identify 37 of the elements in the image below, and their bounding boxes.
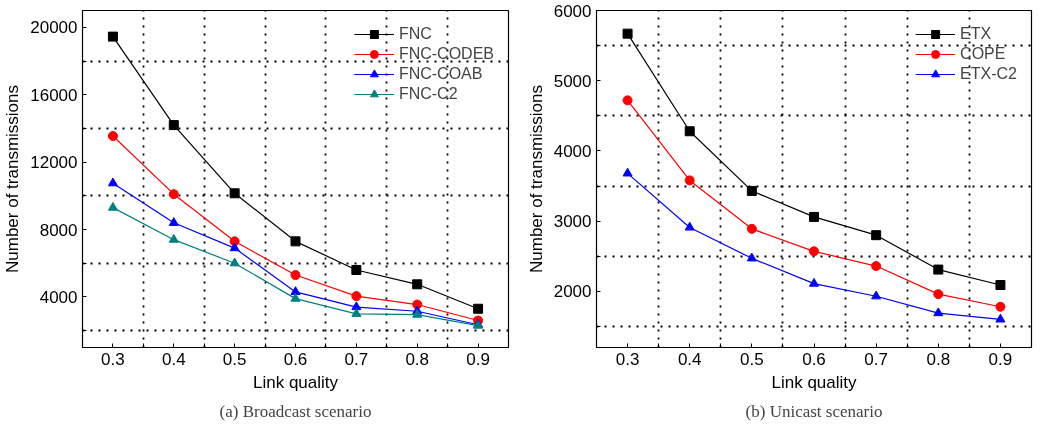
x-tick-label: 0.4: [161, 349, 186, 369]
x-tick-label: 0.6: [802, 349, 826, 369]
legend-label: FNC: [398, 25, 432, 43]
y-tick-label: 4000: [39, 287, 78, 307]
y-tick-label: 20000: [30, 18, 78, 38]
x-tick-label: 0.4: [677, 349, 702, 369]
x-tick-label: 0.9: [988, 349, 1013, 369]
legend-label: ETX: [960, 25, 992, 43]
x-tick-label: 0.9: [466, 349, 490, 369]
legend-label: FNC-C2: [398, 85, 458, 103]
legend-label: FNC-COAB: [398, 65, 483, 83]
y-tick-label: 3000: [553, 212, 592, 232]
y-tick-label: 12000: [30, 153, 78, 173]
y-axis-title: Number of transmissions: [526, 84, 546, 273]
text: (b) Unicast scenario: [745, 401, 883, 421]
x-tick-label: 0.8: [926, 349, 951, 369]
x-tick-label: 0.3: [615, 349, 640, 369]
x-axis-title: Link quality: [771, 372, 858, 392]
x-tick-label: 0.6: [283, 349, 308, 369]
legend-label: ETX-C2: [960, 65, 1017, 83]
y-tick-label: 5000: [553, 71, 592, 91]
x-tick-label: 0.3: [101, 349, 125, 369]
legend-label: FNC-CODEB: [398, 45, 494, 63]
text: (a) Broadcast scenario: [219, 401, 372, 421]
y-axis-title: Number of transmissions: [3, 84, 23, 273]
legend-label: COPE: [960, 45, 1006, 63]
x-tick-label: 0.5: [740, 349, 764, 369]
x-tick-label: 0.7: [344, 349, 369, 369]
x-tick-label: 0.7: [864, 349, 888, 369]
y-tick-label: 8000: [39, 220, 78, 240]
y-tick-label: 4000: [553, 141, 592, 161]
x-tick-label: 0.5: [222, 349, 247, 369]
y-tick-label: 6000: [553, 1, 592, 21]
y-tick-label: 2000: [553, 282, 592, 302]
x-axis-title: Link quality: [252, 372, 339, 392]
y-tick-label: 16000: [30, 85, 78, 105]
x-tick-label: 0.8: [405, 349, 430, 369]
